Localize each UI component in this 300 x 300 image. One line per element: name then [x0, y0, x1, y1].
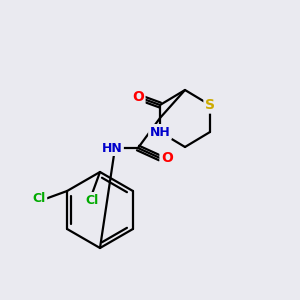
Text: O: O: [161, 151, 173, 165]
Text: Cl: Cl: [85, 194, 99, 206]
Text: S: S: [205, 98, 215, 112]
Text: HN: HN: [102, 142, 122, 154]
Text: O: O: [132, 90, 144, 104]
Text: Cl: Cl: [32, 193, 46, 206]
Text: NH: NH: [150, 125, 170, 139]
